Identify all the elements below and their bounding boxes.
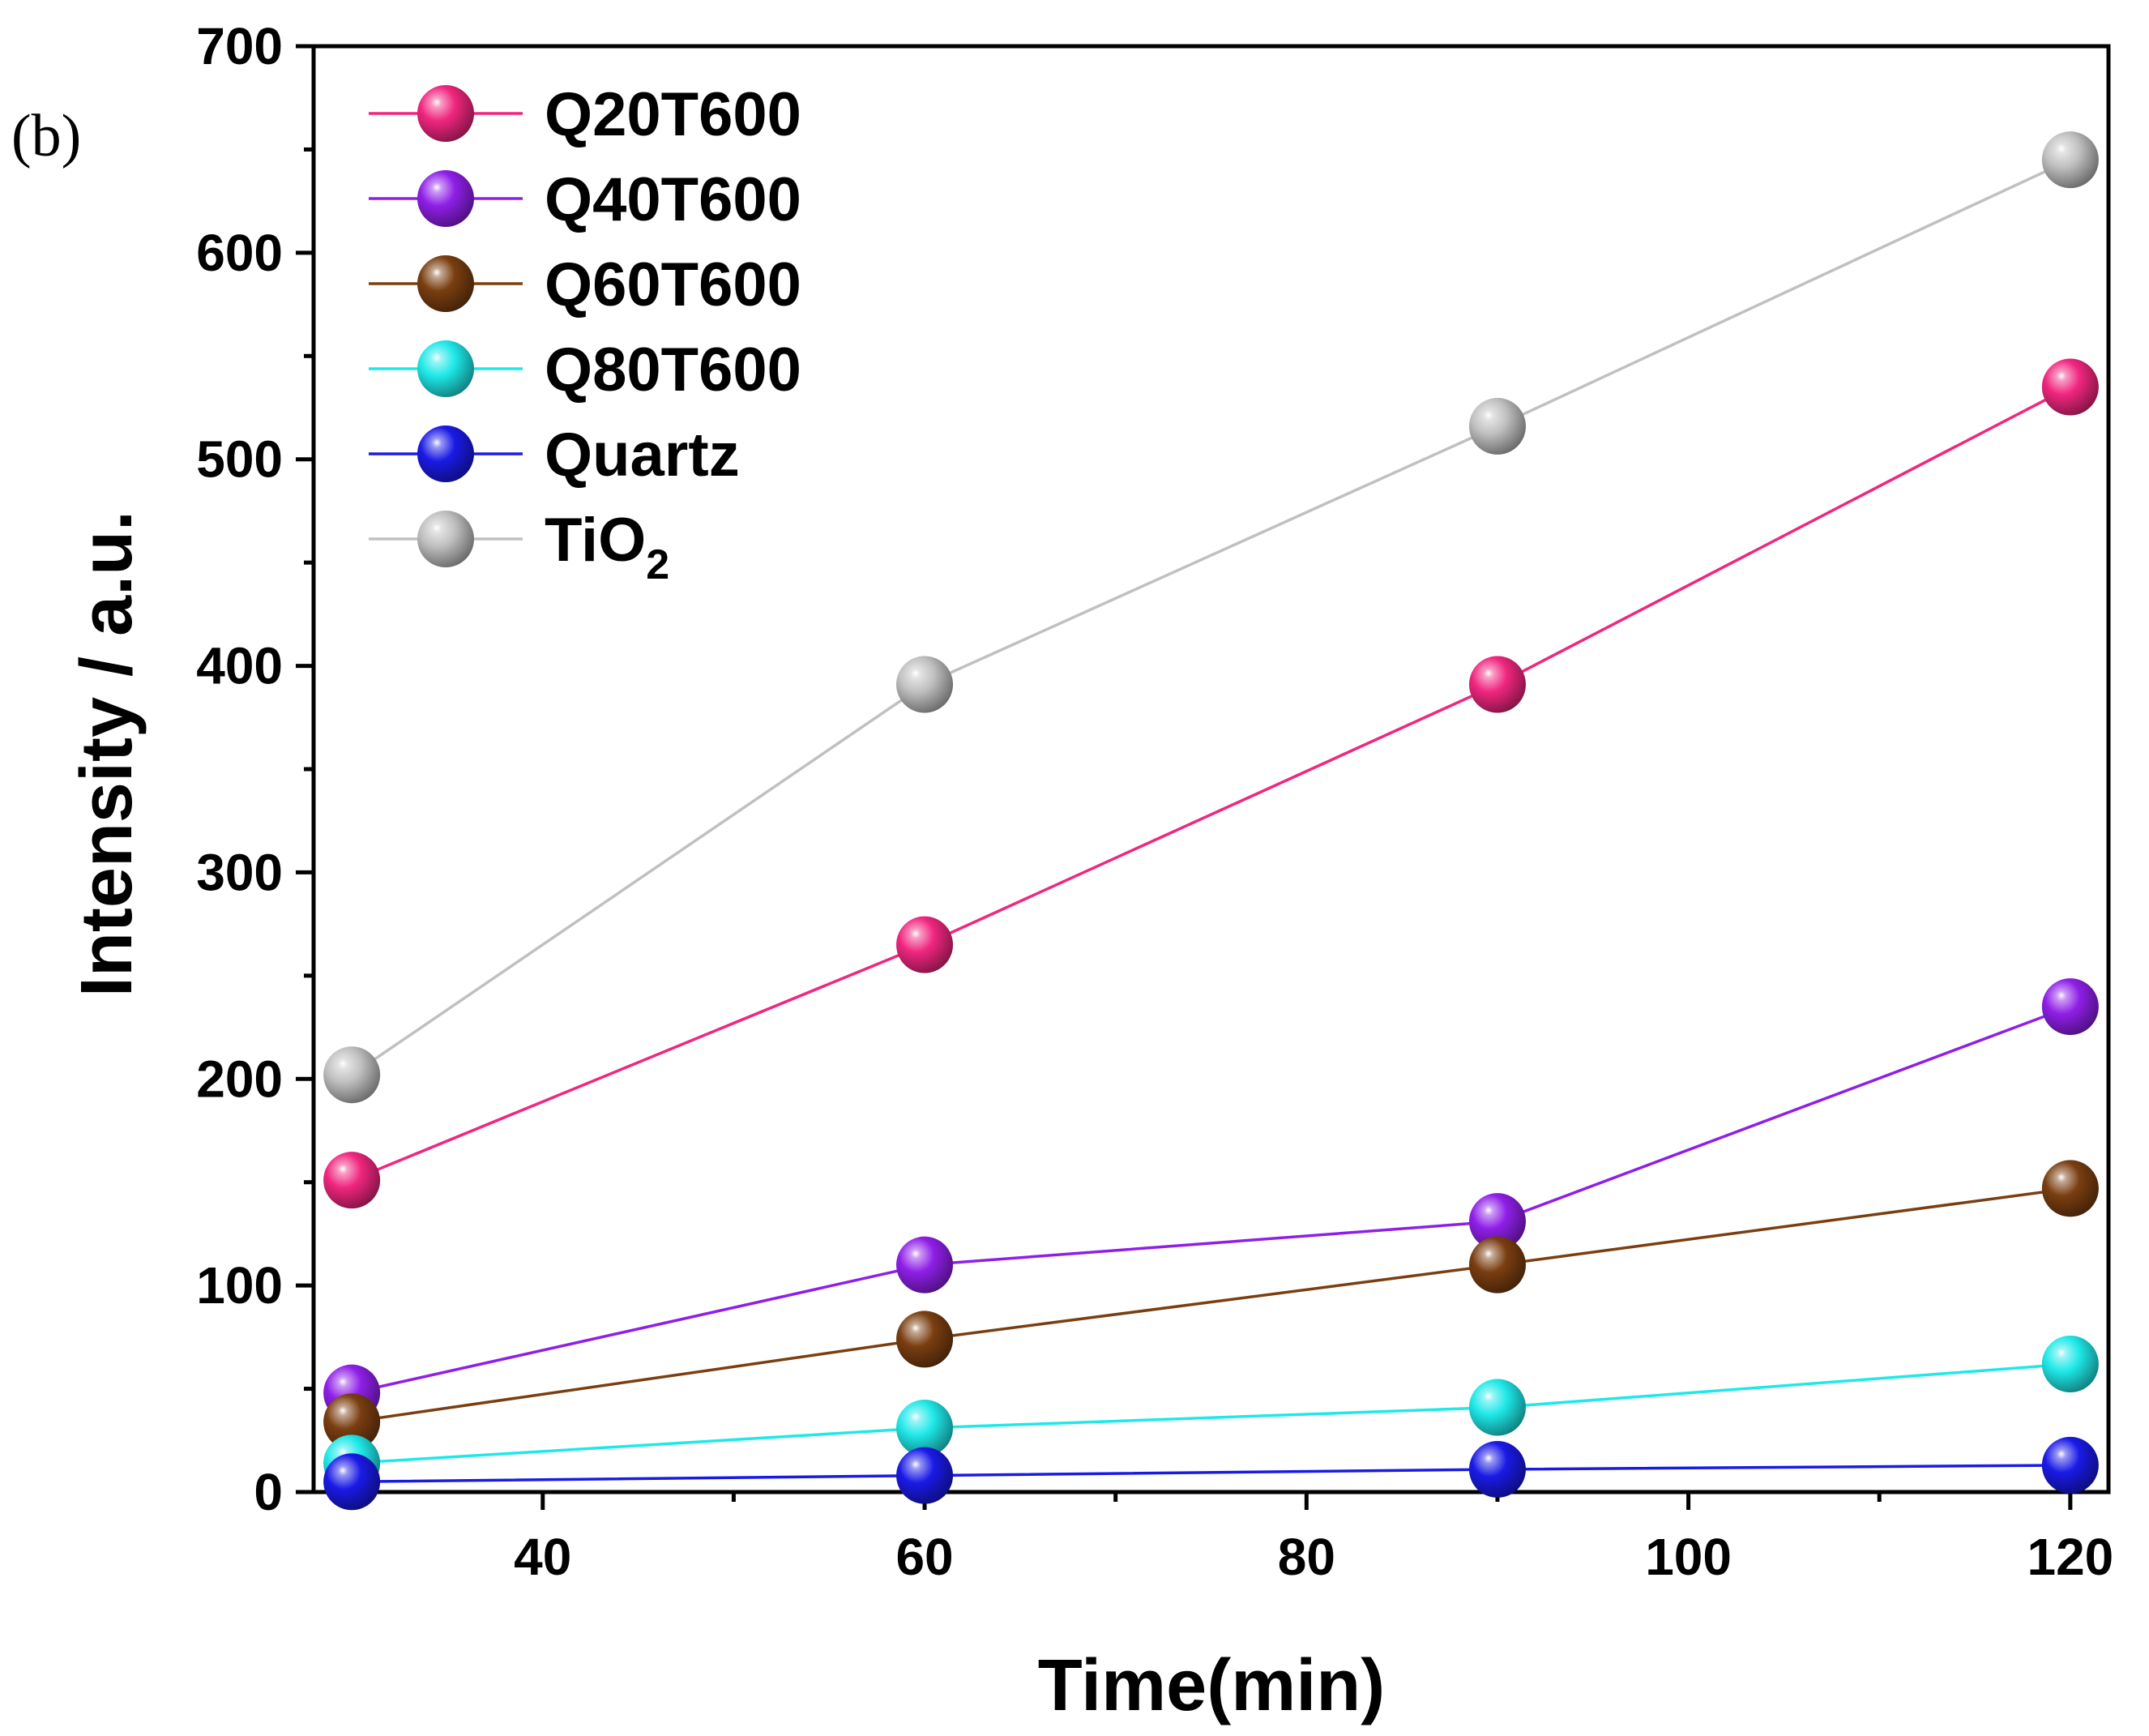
y-tick-label: 100 xyxy=(196,1256,283,1315)
data-point-q20t600 xyxy=(896,916,954,973)
data-point-q40t600 xyxy=(1468,1193,1526,1251)
series-lines xyxy=(351,158,2071,1484)
legend-marker-q20t600 xyxy=(417,85,474,142)
data-point-tio2 xyxy=(2041,131,2099,189)
data-point-quartz xyxy=(323,1453,381,1511)
legend-marker-q40t600 xyxy=(417,170,474,227)
y-tick-label: 0 xyxy=(254,1463,283,1521)
data-point-q20t600 xyxy=(1468,656,1526,713)
data-point-q40t600 xyxy=(2041,978,2099,1036)
legend-label-quartz: Quartz xyxy=(545,421,740,490)
data-point-q60t600 xyxy=(323,1393,381,1451)
x-tick-label: 80 xyxy=(1278,1528,1335,1586)
y-tick-label: 600 xyxy=(196,224,283,282)
series-line-q60t600 xyxy=(351,1187,2071,1424)
x-axis-title: Time(min) xyxy=(1038,1645,1385,1726)
data-point-tio2 xyxy=(323,1046,381,1104)
legend-label-q60t600: Q60T600 xyxy=(545,250,801,319)
series-line-q40t600 xyxy=(351,1005,2071,1395)
legend-marker-q60t600 xyxy=(417,255,474,312)
data-point-quartz xyxy=(896,1447,954,1504)
y-tick-label: 400 xyxy=(196,637,283,695)
series-line-tio2 xyxy=(351,158,2071,1076)
series-line-q80t600 xyxy=(351,1362,2071,1465)
data-point-q20t600 xyxy=(2041,358,2099,416)
legend-label-tio2: TiO2 xyxy=(545,506,669,588)
data-point-q20t600 xyxy=(323,1152,381,1209)
data-point-q80t600 xyxy=(2041,1335,2099,1392)
series-markers xyxy=(323,131,2099,1511)
series-line-quartz xyxy=(352,1464,2070,1484)
y-tick-label: 300 xyxy=(196,843,283,901)
y-tick-label: 700 xyxy=(196,17,283,75)
panel-label: (b) xyxy=(11,103,81,169)
x-tick-label: 40 xyxy=(514,1528,571,1586)
legend-label-q40t600: Q40T600 xyxy=(545,165,801,234)
x-tick-label: 100 xyxy=(1645,1528,1732,1586)
y-tick-label: 200 xyxy=(196,1050,283,1108)
legend-label-q20t600: Q20T600 xyxy=(545,80,801,149)
data-point-q60t600 xyxy=(2041,1160,2099,1217)
data-point-tio2 xyxy=(1468,397,1526,455)
data-point-quartz xyxy=(1468,1440,1526,1498)
y-tick-label: 500 xyxy=(196,430,283,489)
legend-marker-quartz xyxy=(417,425,474,482)
data-point-q80t600 xyxy=(1468,1379,1526,1436)
legend: Q20T600 Q40T600 Q60T600 Q80T600 Quartz TiO2 xyxy=(369,80,801,588)
data-point-q40t600 xyxy=(896,1236,954,1293)
data-point-tio2 xyxy=(896,656,954,713)
data-point-q60t600 xyxy=(1468,1236,1526,1293)
x-tick-label: 120 xyxy=(2027,1528,2113,1586)
series-line-q20t600 xyxy=(351,385,2071,1182)
data-point-q60t600 xyxy=(896,1311,954,1368)
legend-label-q80t600: Q80T600 xyxy=(545,336,801,404)
x-tick-label: 60 xyxy=(895,1528,953,1586)
axes: 0 100 200 300 400 500 600 700 40 60 80 100 120 xyxy=(196,17,2113,1586)
data-point-quartz xyxy=(2041,1436,2099,1494)
legend-marker-q80t600 xyxy=(417,340,474,397)
y-axis-title: Intensity / a.u. xyxy=(66,511,147,997)
legend-marker-tio2 xyxy=(417,511,474,567)
data-point-q80t600 xyxy=(896,1399,954,1456)
